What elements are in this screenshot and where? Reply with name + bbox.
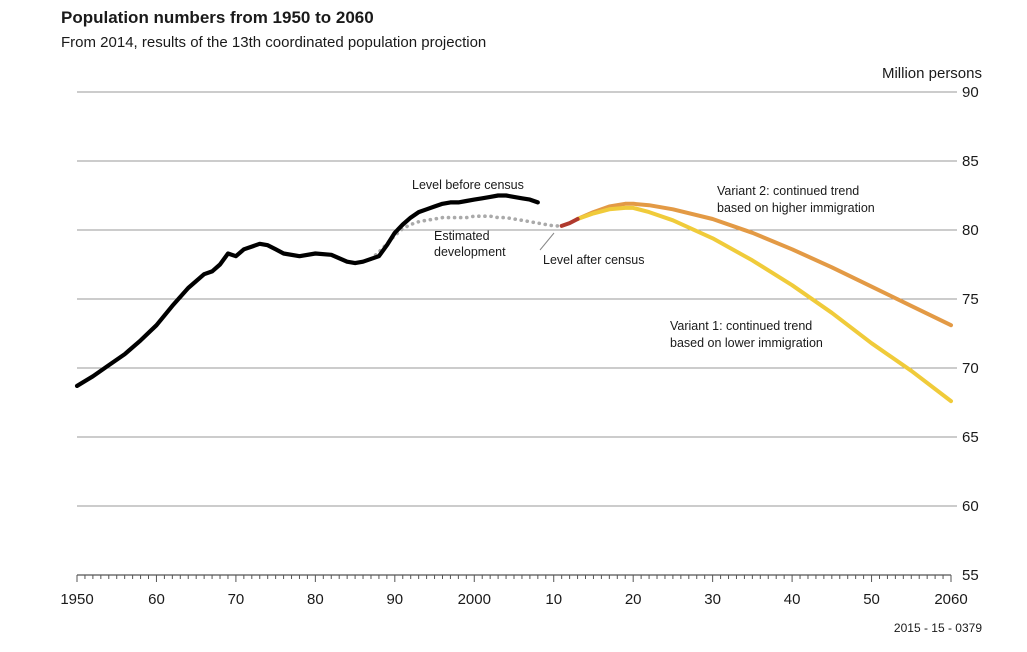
y-tick-label: 65 xyxy=(962,429,979,446)
x-tick-label: 10 xyxy=(545,591,562,608)
x-tick-label: 90 xyxy=(386,591,403,608)
y-tick-label: 90 xyxy=(962,84,979,101)
x-tick-label: 2060 xyxy=(934,591,967,608)
x-tick-label: 60 xyxy=(148,591,165,608)
chart-subtitle: From 2014, results of the 13th coordinat… xyxy=(61,34,487,51)
chart-title: Population numbers from 1950 to 2060 xyxy=(61,8,374,27)
x-tick-label: 40 xyxy=(784,591,801,608)
x-tick-label: 80 xyxy=(307,591,324,608)
y-tick-label: 60 xyxy=(962,498,979,515)
x-tick-label: 20 xyxy=(625,591,642,608)
annotation-estimated-line1: Estimated xyxy=(434,229,490,243)
y-tick-label: 70 xyxy=(962,360,979,377)
x-tick-label: 1950 xyxy=(60,591,93,608)
y-tick-label: 80 xyxy=(962,222,979,239)
series-line-before xyxy=(74,193,540,388)
source-code-footer: 2015 - 15 - 0379 xyxy=(894,621,982,635)
series-line-variant2 xyxy=(575,201,953,328)
annotation-variant2-line2: based on higher immigration xyxy=(717,201,875,215)
y-axis-unit-label: Million persons xyxy=(882,65,982,82)
series-line-variant1 xyxy=(575,205,953,404)
y-tick-label: 85 xyxy=(962,153,979,170)
y-tick-label: 75 xyxy=(962,291,979,308)
annotation-variant1-line2: based on lower immigration xyxy=(670,336,823,350)
y-axis: 55 60 65 70 75 80 85 90 xyxy=(962,84,979,584)
annotation-leader-after-census xyxy=(539,232,555,251)
x-tick-label: 2000 xyxy=(458,591,491,608)
annotation-estimated-line2: development xyxy=(434,245,506,259)
grid xyxy=(77,91,957,507)
x-tick-label: 70 xyxy=(228,591,245,608)
x-axis: 1950 60 70 80 90 2000 10 20 30 40 50 2060 xyxy=(60,574,968,608)
series-group xyxy=(74,193,953,404)
x-tick-label: 30 xyxy=(704,591,721,608)
annotation-level-after-census: Level after census xyxy=(543,253,644,267)
series-line-after xyxy=(559,217,580,228)
annotation-variant2-line1: Variant 2: continued trend xyxy=(717,184,859,198)
annotation-level-before-census: Level before census xyxy=(412,178,524,192)
x-tick-label: 50 xyxy=(863,591,880,608)
y-tick-label: 55 xyxy=(962,567,979,584)
series-line-estimated xyxy=(369,214,564,261)
annotation-variant1-line1: Variant 1: continued trend xyxy=(670,319,812,333)
